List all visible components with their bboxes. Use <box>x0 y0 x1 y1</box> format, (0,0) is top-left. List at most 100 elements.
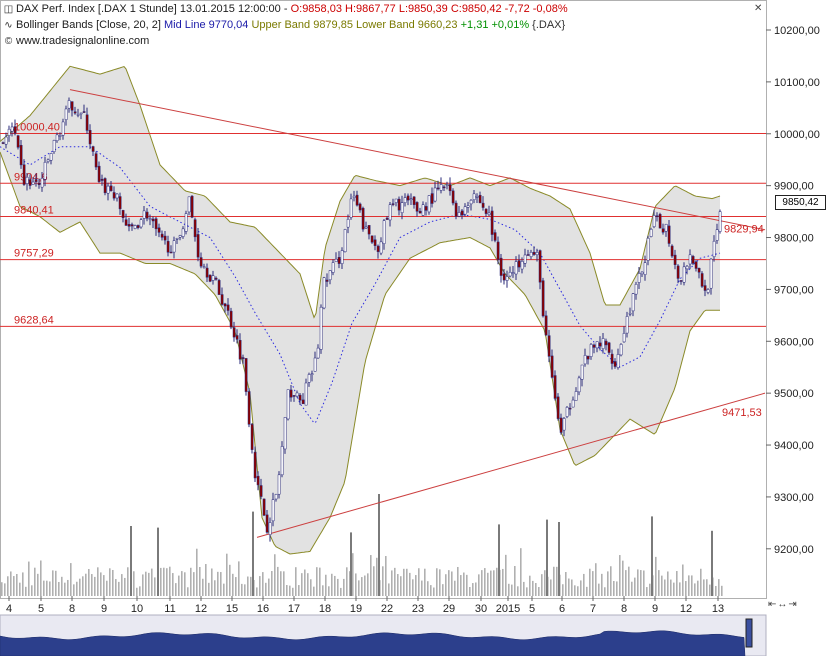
volume-bar <box>595 563 597 596</box>
volume-bar <box>490 570 492 596</box>
volume-bar <box>430 585 432 596</box>
volume-bar <box>187 587 189 596</box>
volume-bar <box>433 587 435 596</box>
volume-bar <box>577 586 579 596</box>
candle-body <box>187 196 191 213</box>
candle-body <box>613 361 617 367</box>
candle-body <box>28 179 32 186</box>
volume-bar <box>316 567 318 596</box>
candle-body <box>103 178 107 194</box>
volume-bar <box>670 579 672 596</box>
volume-bar <box>259 576 261 596</box>
candle-body <box>100 178 104 181</box>
candle-body <box>514 261 518 275</box>
volume-bar <box>37 573 39 596</box>
candle-body <box>196 234 200 258</box>
bollinger-bands <box>0 65 721 555</box>
volume-bar <box>286 585 288 596</box>
candle-body <box>160 233 164 238</box>
volume-bar <box>238 561 240 596</box>
volume-bar <box>235 577 237 596</box>
candle-body <box>157 227 161 233</box>
candle-body <box>655 215 659 218</box>
candle-body <box>22 164 26 185</box>
scroll-controls[interactable]: ⇤↔⇥ <box>768 599 798 610</box>
volume-bar <box>466 574 468 596</box>
x-tick-label: 16 <box>257 603 269 615</box>
candle-body <box>310 373 314 375</box>
candle-body <box>73 111 77 114</box>
volume-bar <box>256 587 258 596</box>
candle-body <box>10 126 14 132</box>
candle-body <box>526 254 530 256</box>
volume-bar <box>406 568 408 596</box>
x-tick-label: 5 <box>38 603 44 615</box>
volume-bar <box>352 553 354 596</box>
band-values: Upper Band 9879,85 Lower Band 9660,23 <box>251 19 461 31</box>
candle-body <box>49 153 53 161</box>
candle-body <box>76 114 80 116</box>
volume-bar <box>304 569 306 596</box>
candle-body <box>64 108 68 120</box>
volume-bar <box>91 574 93 596</box>
volume-bar <box>640 570 642 596</box>
volume-bar <box>634 577 636 596</box>
volume-bar <box>22 572 24 596</box>
volume-bar <box>598 583 600 596</box>
band-change: +1,31 +0,01% <box>460 19 533 31</box>
x-tick-label: 2015 <box>496 603 520 615</box>
candle-body <box>529 252 533 257</box>
candle-body <box>142 210 146 219</box>
candle-body <box>148 218 152 220</box>
header-line-3: © www.tradesignalonline.com <box>3 35 149 48</box>
volume-bar <box>355 573 357 596</box>
candle-body <box>79 112 83 115</box>
volume-bar <box>85 573 87 596</box>
close-icon[interactable]: ✕ <box>754 3 763 14</box>
volume-bar <box>388 583 390 596</box>
candle-body <box>367 225 371 235</box>
plot-area <box>0 0 767 599</box>
volume-bar <box>706 579 708 596</box>
candle-body <box>199 257 203 267</box>
candle-body <box>175 238 179 240</box>
volume-bar <box>319 567 321 596</box>
candle-body <box>460 210 464 216</box>
candle-body <box>376 245 380 252</box>
volume-bar <box>70 563 72 596</box>
candle-body <box>517 260 521 268</box>
candle-body <box>226 304 230 311</box>
volume-bar <box>562 584 564 596</box>
volume-bar <box>100 572 102 596</box>
volume-bar <box>301 573 303 596</box>
volume-bar <box>604 587 606 596</box>
volume-bar <box>214 580 216 596</box>
volume-bar <box>46 580 48 596</box>
candle-body <box>490 210 494 235</box>
candle-body <box>295 392 299 397</box>
volume-bar <box>378 494 380 596</box>
x-tick-label: 4 <box>6 603 12 615</box>
volume-bar <box>454 580 456 596</box>
volume-bar <box>424 568 426 596</box>
trend-line-resistance <box>69 89 766 231</box>
volume-bar <box>184 572 186 596</box>
candle-body <box>253 451 257 479</box>
volume-bar <box>667 571 669 596</box>
volume-bar <box>307 573 309 596</box>
volume-bar <box>277 566 279 596</box>
candle-body <box>532 251 536 255</box>
volume-bar <box>385 556 387 596</box>
candle-body <box>718 211 722 232</box>
volume-bar <box>283 571 285 596</box>
candle-body <box>364 226 368 229</box>
volume-bar <box>34 567 36 596</box>
candle-body <box>664 223 668 232</box>
candle-body <box>709 258 713 289</box>
y-axis: 10200,00 10100,00 10000,00 9900,00 9800,00 97… <box>766 25 820 556</box>
volume-bar <box>565 572 567 596</box>
candle-body <box>214 277 218 280</box>
volume-bar <box>196 548 198 596</box>
candle-body <box>280 446 284 476</box>
volume-bar <box>232 573 234 596</box>
